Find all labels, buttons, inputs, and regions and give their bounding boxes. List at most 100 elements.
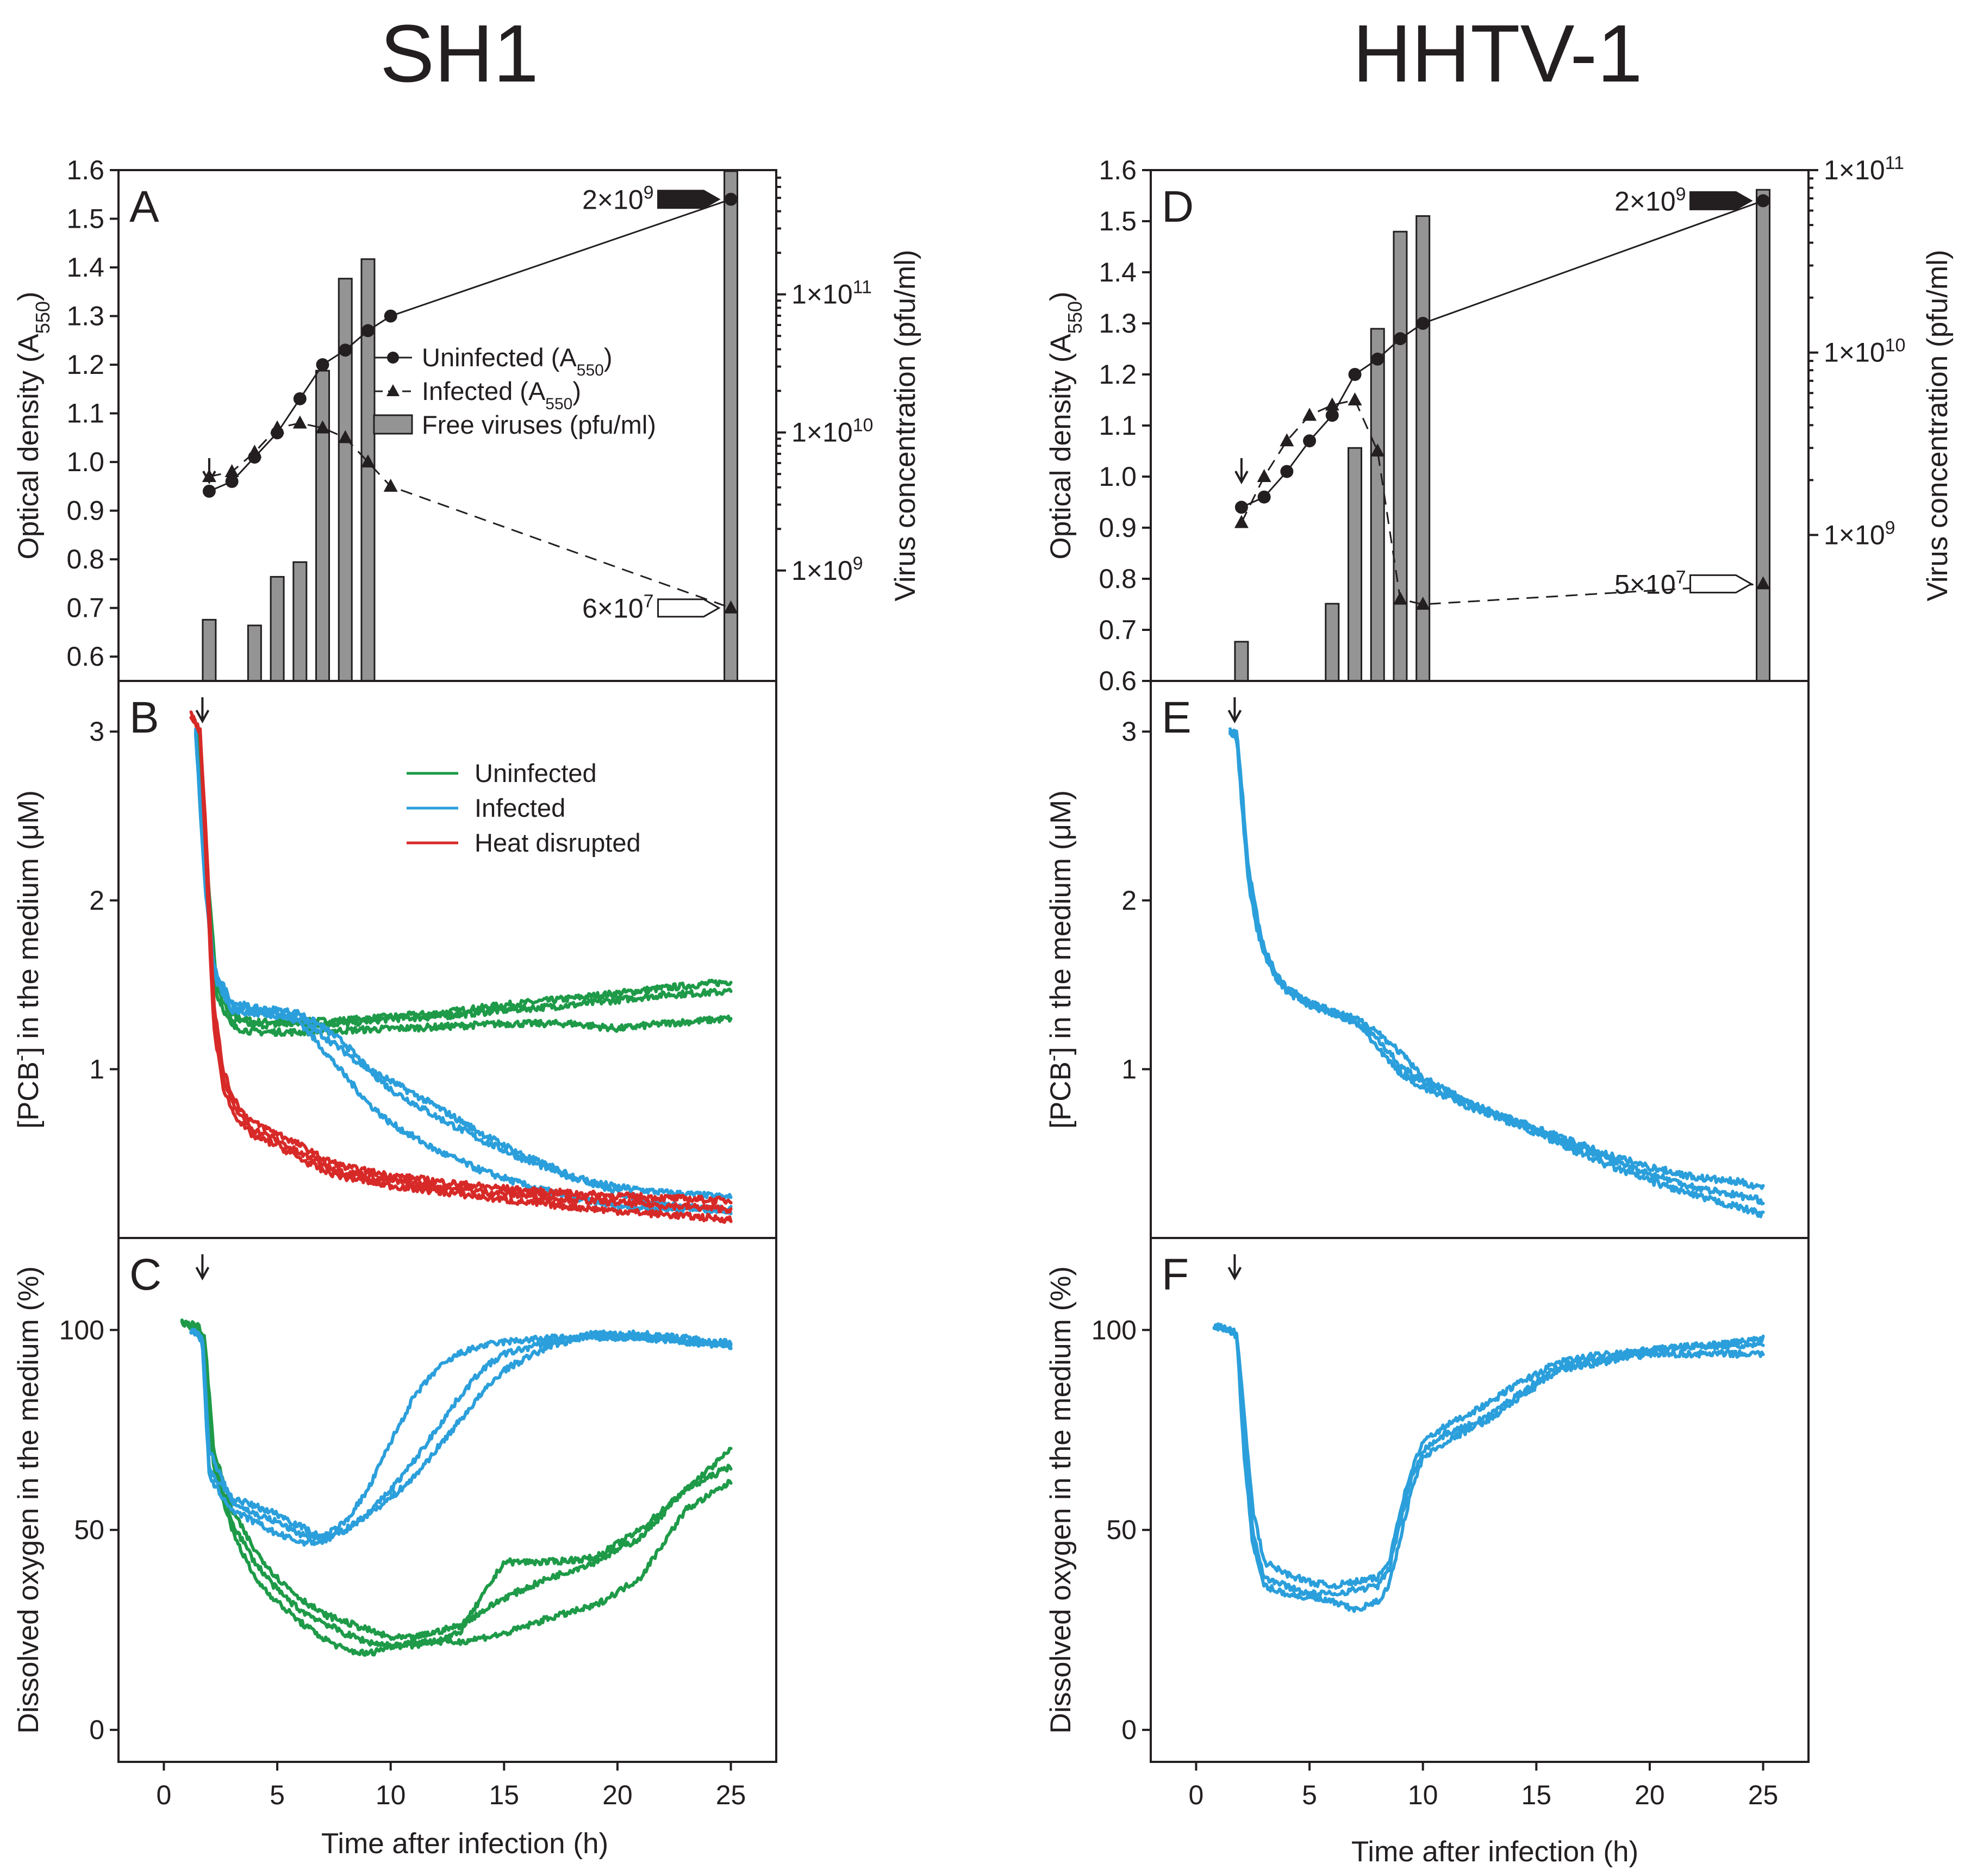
trace-heat_disrupted (189, 715, 733, 1205)
trace-infected (194, 730, 733, 1215)
y-tick-label: 0.6 (1099, 666, 1137, 696)
virus-bar (270, 576, 285, 682)
od-point-circle (1325, 409, 1339, 422)
annotation-label: 5×107 (1614, 567, 1686, 599)
y-tick-label: 0 (1121, 1715, 1137, 1745)
y-tick-label: 1.5 (66, 204, 104, 234)
trace-uninfected (196, 733, 733, 1037)
od-point-circle (1371, 352, 1384, 366)
virus-bar (247, 624, 262, 682)
y-tick-label: 1 (89, 1054, 104, 1084)
virus-bar (1756, 189, 1771, 682)
x-tick-label: 0 (157, 1780, 172, 1810)
y-axis-title: Dissolved oxygen in the medium (%) (13, 1266, 45, 1734)
legend-swatch-bar (373, 414, 413, 435)
legend-entry: Infected (A550) (422, 377, 581, 413)
x-tick-label: 10 (1408, 1780, 1438, 1810)
virus-bar (315, 370, 330, 682)
od-point-circle (1416, 317, 1430, 330)
x-tick-label: 20 (602, 1780, 633, 1810)
x-tick-label: 0 (1189, 1780, 1204, 1810)
y-tick-label: 0.7 (1099, 615, 1137, 645)
od-point-triangle (1302, 408, 1317, 421)
y-tick-label: 1.3 (66, 301, 104, 332)
y-tick-label: 1 (1121, 1054, 1137, 1084)
od-line (209, 198, 732, 492)
legend-entry: Uninfected (A550) (422, 343, 612, 379)
y2-axis-title: Virus concentration (pfu/ml) (1922, 249, 1954, 601)
od-point-circle (293, 392, 307, 405)
y-tick-label: 1.1 (66, 398, 104, 429)
y-tick-label: 100 (1092, 1315, 1137, 1345)
y-tick-label: 0.8 (1099, 564, 1137, 594)
od-point-circle (339, 343, 352, 357)
panel-a: A 0.6 0.7 0.8 0.9 1.0 1.1 1.2 1.3 1.4 1.5 1.6 Optica… (13, 155, 921, 682)
y-tick-label: 0.9 (1099, 512, 1137, 543)
trace-uninfected (196, 731, 733, 1030)
y2-tick-label: 1×109 (791, 553, 863, 586)
plot-frame (1150, 1237, 1810, 1763)
legend-marker (387, 352, 399, 364)
y-tick-label: 1.1 (1099, 410, 1137, 441)
y2-tick-label: 1×1010 (791, 415, 873, 448)
trace-uninfected (196, 733, 733, 1027)
od-point-circle (1393, 332, 1407, 346)
x-axis-title-right: Time after infection (h) (1351, 1836, 1638, 1868)
y-tick-label: 1.4 (66, 252, 104, 283)
infection-arrow-head (202, 471, 216, 485)
od-point-circle (1348, 368, 1362, 381)
y-tick-label: 1.2 (1099, 359, 1137, 390)
trace-uninfected (180, 1320, 733, 1650)
od-point-triangle (247, 445, 262, 458)
virus-bar (1325, 603, 1340, 682)
od-point-triangle (383, 478, 398, 492)
y2-tick-label: 1×109 (1824, 517, 1895, 550)
plot-frame (117, 1237, 777, 1763)
y-tick-label: 0.6 (66, 641, 104, 672)
column-title-sh1: SH1 (380, 8, 539, 99)
y-tick-label: 1.4 (1099, 257, 1137, 287)
y2-tick-label: 1×1011 (1824, 153, 1904, 185)
y-tick-label: 0 (89, 1715, 104, 1745)
annotation-arrow (657, 598, 721, 618)
od-point-triangle (1756, 576, 1770, 590)
trace-infected (1212, 1322, 1765, 1590)
od-point-triangle (338, 430, 353, 443)
od-point-triangle (1348, 392, 1362, 405)
panel-letter: A (129, 182, 159, 232)
trace-infected (1212, 1323, 1765, 1613)
panel-letter: D (1162, 182, 1194, 232)
annotation-label: 6×107 (582, 591, 654, 624)
annotation-label: 2×109 (1614, 184, 1686, 216)
x-tick-label: 15 (489, 1780, 519, 1810)
panel-letter: C (129, 1250, 161, 1299)
annotation-label: 2×109 (582, 183, 654, 215)
x-tick-label: 25 (716, 1780, 746, 1810)
od-point-triangle (1234, 515, 1249, 528)
od-line (1241, 199, 1764, 508)
trace-uninfected (180, 1320, 733, 1657)
y-tick-label: 50 (74, 1515, 104, 1545)
virus-bar (1393, 230, 1408, 682)
od-point-triangle (1325, 397, 1339, 411)
od-point-triangle (1280, 433, 1294, 447)
y-tick-label: 0.9 (66, 496, 104, 526)
legend-entry: Uninfected (475, 759, 597, 787)
trace-heat_disrupted (189, 716, 733, 1214)
od-point-circle (1234, 501, 1248, 514)
infection-arrow-head (1227, 1267, 1242, 1281)
od-point-circle (202, 484, 216, 498)
y2-axis-title: Virus concentration (pfu/ml) (889, 249, 921, 601)
y-tick-label: 50 (1106, 1515, 1137, 1545)
virus-bar (292, 561, 308, 682)
panel-letter: F (1162, 1250, 1189, 1299)
panel-letter: B (129, 693, 159, 742)
od-point-triangle (1393, 591, 1407, 605)
legend-entry: Free viruses (pfu/ml) (422, 410, 656, 439)
od-point-triangle (315, 420, 330, 434)
panel-letter: E (1162, 693, 1192, 742)
y-tick-label: 1.2 (66, 349, 104, 380)
trace-infected (1212, 1323, 1765, 1599)
legend-entry: Heat disrupted (475, 828, 641, 857)
